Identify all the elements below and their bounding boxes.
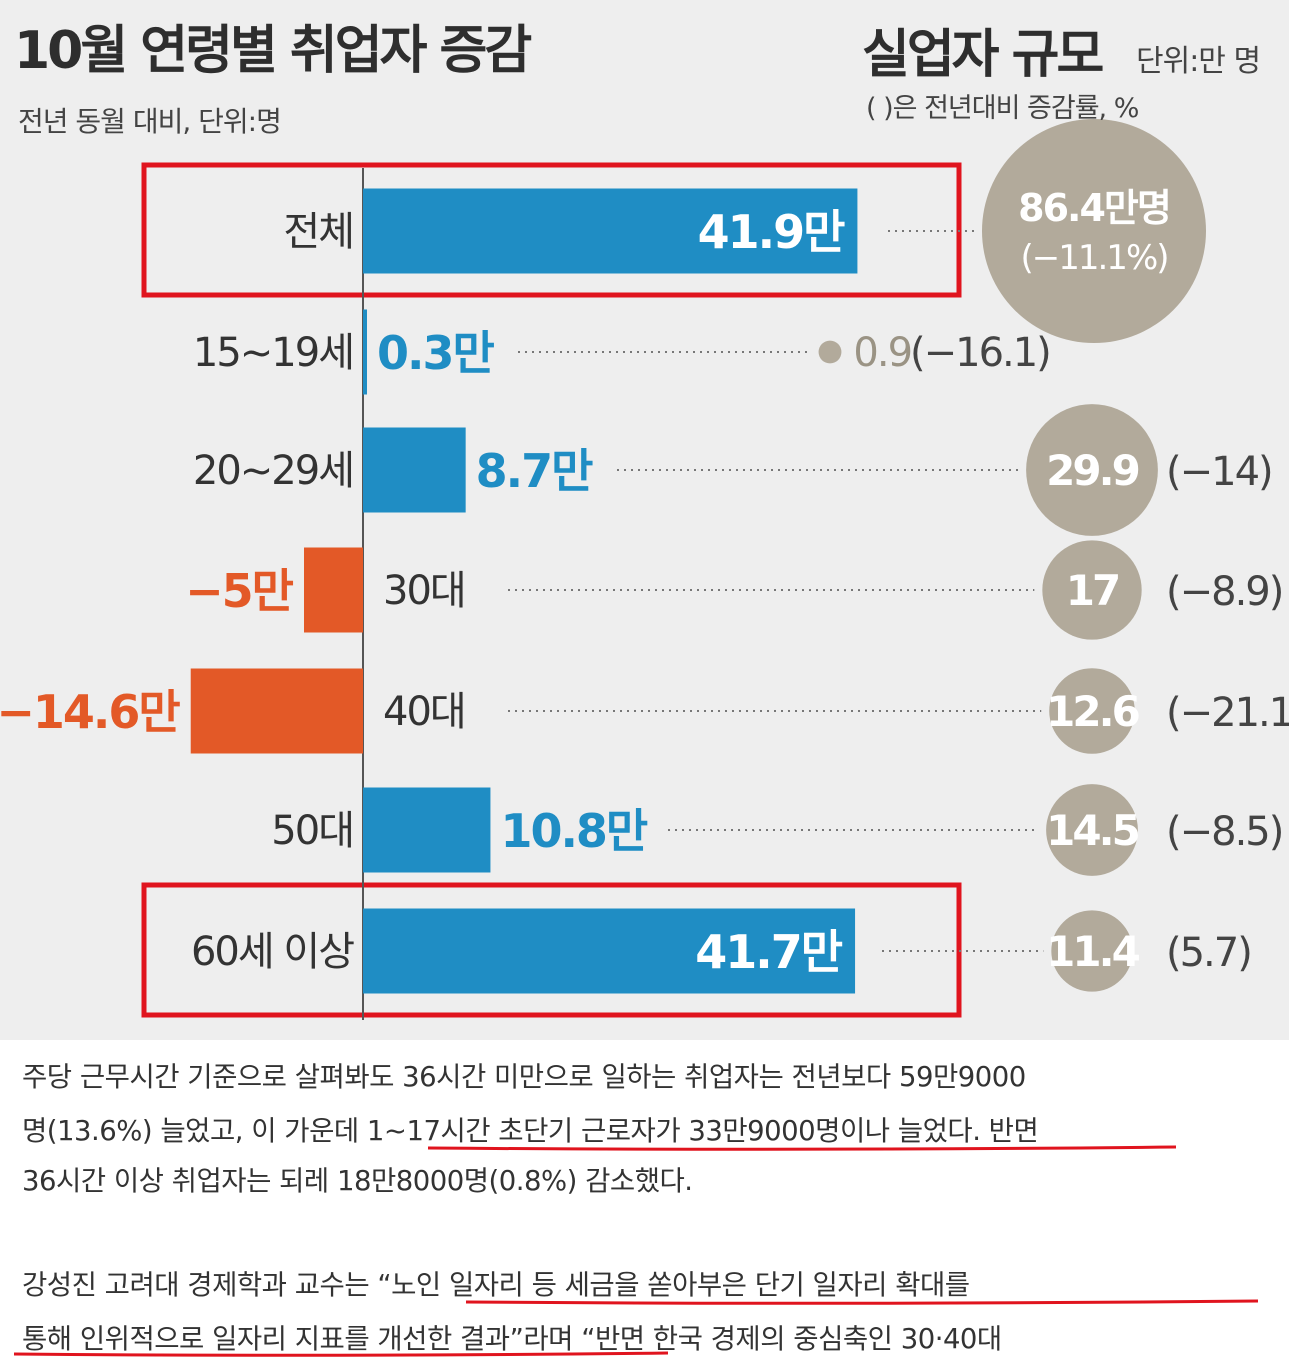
red-underline [427, 1145, 1177, 1151]
unemployment-bubble [982, 119, 1206, 343]
bubble-change-label: (−11.1%) [1020, 238, 1167, 278]
bubble-label: 17 [1066, 566, 1118, 615]
chart-title: 10월 연령별 취업자 증감 [14, 21, 532, 81]
value-label: −14.6만 [0, 685, 180, 739]
bar [363, 427, 466, 513]
bubble-label: 86.4만명 [1018, 186, 1170, 230]
unemployment-unit: 단위:만 명 [1136, 44, 1261, 79]
category-label: 20~29세 [193, 448, 353, 494]
bubble-change-label: (−14) [1166, 449, 1272, 495]
category-label: 50대 [271, 808, 353, 854]
bar [363, 908, 856, 994]
red-underline [13, 1351, 669, 1357]
value-label: 10.8만 [500, 804, 647, 858]
bubble-label: 29.9 [1046, 446, 1138, 495]
category-label: 60세 이상 [191, 929, 354, 975]
article-p2-line2: 통해 인위적으로 일자리 지표를 개선한 결과”라며 “반면 한국 경제의 중심… [22, 1323, 1002, 1355]
value-label: 41.7만 [695, 925, 842, 979]
category-label: 전체 [283, 209, 353, 255]
bubble-change-label: (−8.5) [1166, 809, 1282, 855]
bubble-change-label: (−8.9) [1166, 569, 1282, 615]
value-label: 0.3만 [377, 326, 494, 380]
unemployment-bubble [1049, 668, 1135, 754]
bar [363, 309, 367, 395]
value-label: −5만 [185, 564, 294, 618]
red-underline [465, 1299, 1259, 1305]
unemployment-bubble [1026, 404, 1158, 536]
article-p2-line1: 강성진 고려대 경제학과 교수는 “노인 일자리 등 세금을 쏟아부은 단기 일… [22, 1269, 970, 1301]
article-p1-line1: 주당 근무시간 기준으로 살펴봐도 36시간 미만으로 일하는 취업자는 전년보… [22, 1061, 1026, 1093]
category-label: 15~19세 [193, 330, 353, 376]
value-label: 41.9만 [698, 205, 845, 259]
bar [363, 188, 858, 274]
unemployment-title: 실업자 규모 [862, 25, 1104, 85]
employment-chart: 전체 41.9만 86.4만명 (−11.1%) 15~19세 0.3만 0.9(−16.1… [0, 119, 1289, 1020]
value-label: 8.7만 [476, 444, 593, 498]
bubble-label: 11.4 [1046, 927, 1139, 976]
bar [190, 668, 363, 754]
bar [363, 787, 491, 873]
article-text: 주당 근무시간 기준으로 살펴봐도 36시간 미만으로 일하는 취업자는 전년보… [0, 1040, 1289, 1366]
unemployment-bubble [1042, 540, 1142, 640]
bubble-label: 0.9 [853, 330, 911, 376]
article-p1-line2: 명(13.6%) 늘었고, 이 가운데 1~17시간 초단기 근로자가 33만9… [22, 1115, 1039, 1147]
bar [304, 547, 363, 633]
bubble-change-label: (−21.1) [1166, 690, 1289, 736]
bubble-label: 12.6 [1046, 687, 1138, 736]
unemployment-bubble [1051, 910, 1133, 992]
unemployment-bubble [818, 340, 842, 364]
bubble-change-label: (−16.1) [910, 330, 1050, 376]
unemployment-bubble [1046, 784, 1138, 876]
bubble-change-label: (5.7) [1166, 930, 1251, 976]
chart-subtitle: 전년 동월 대비, 단위:명 [18, 105, 282, 138]
unemployment-note: ( )은 전년대비 증감률, % [866, 93, 1139, 124]
bubble-label: 14.5 [1046, 806, 1138, 855]
category-label: 30대 [383, 568, 465, 614]
article-underlines [13, 1145, 1259, 1357]
category-label: 40대 [383, 689, 465, 735]
article-p1-line3: 36시간 이상 취업자는 되레 18만8000명(0.8%) 감소했다. [22, 1165, 693, 1197]
infographic: 전체 41.9만 86.4만명 (−11.1%) 15~19세 0.3만 0.9 (−16.1… [0, 0, 1289, 1040]
